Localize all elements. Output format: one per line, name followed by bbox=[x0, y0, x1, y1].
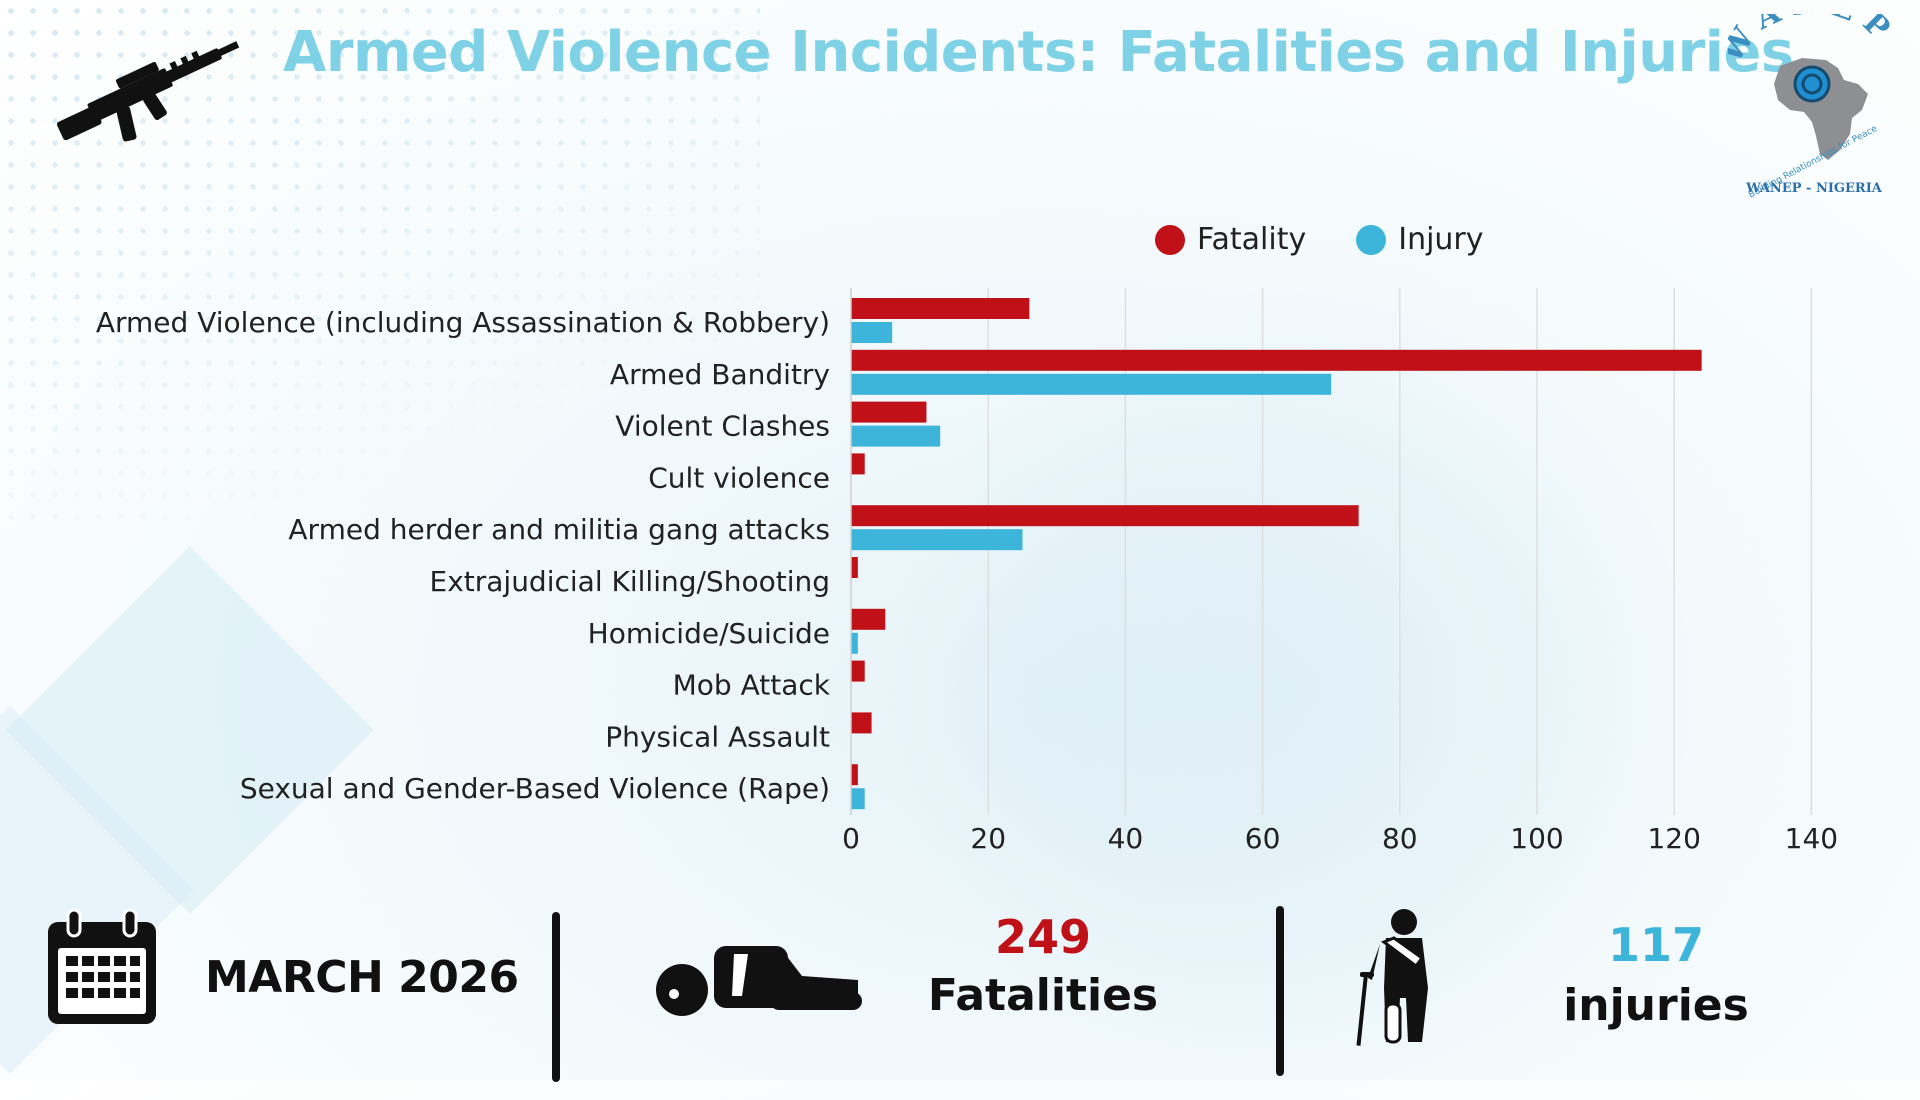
injured-person-icon bbox=[1356, 909, 1428, 1046]
fatality-bar bbox=[851, 557, 858, 578]
x-tick-label: 140 bbox=[1785, 822, 1838, 855]
fatality-bar bbox=[851, 660, 865, 682]
category-label: Physical Assault bbox=[605, 720, 830, 753]
x-tick-label: 120 bbox=[1647, 822, 1700, 855]
fatality-bar bbox=[851, 764, 858, 786]
bar-chart: 0 20 40 60 80 100 120 140 Armed Violence (includ… bbox=[96, 288, 1838, 855]
injury-bar bbox=[851, 373, 1332, 395]
category-label: Mob Attack bbox=[673, 669, 831, 702]
category-label: Armed Banditry bbox=[610, 358, 830, 391]
page-title: Armed Violence Incidents: Fatalities and… bbox=[283, 20, 1794, 85]
category-label: Extrajudicial Killing/Shooting bbox=[430, 565, 831, 598]
legend-swatch-injury bbox=[1356, 224, 1387, 255]
fatalities-count: 249 bbox=[994, 910, 1092, 964]
background-swirl bbox=[880, 280, 1700, 1100]
rifle-icon bbox=[56, 41, 240, 142]
x-tick-label: 40 bbox=[1108, 822, 1144, 855]
legend-label-fatality: Fatality bbox=[1197, 222, 1307, 257]
injuries-label: injuries bbox=[1563, 980, 1749, 1031]
legend-swatch-fatality bbox=[1155, 224, 1185, 255]
footer-divider bbox=[552, 912, 560, 1082]
category-label: Armed herder and militia gang attacks bbox=[288, 513, 830, 546]
footer-divider bbox=[1276, 906, 1284, 1076]
injuries-count: 117 bbox=[1607, 918, 1705, 972]
fatalities-label: Fatalities bbox=[927, 970, 1159, 1021]
category-label: Sexual and Gender-Based Violence (Rape) bbox=[240, 772, 830, 805]
logo-caption: WANEP - NIGERIA bbox=[1745, 181, 1883, 196]
fatality-bar bbox=[851, 453, 865, 475]
injury-bar bbox=[851, 529, 1023, 551]
x-tick-label: 20 bbox=[970, 822, 1006, 855]
x-tick-label: 60 bbox=[1245, 822, 1281, 855]
fatality-bar bbox=[851, 608, 886, 630]
fatality-bar bbox=[851, 712, 872, 734]
injuries-summary: 117 injuries bbox=[1540, 918, 1772, 1031]
fatality-bar bbox=[851, 349, 1702, 371]
legend-item-injury: Injury bbox=[1356, 222, 1484, 257]
legend-item-fatality: Fatality bbox=[1155, 222, 1306, 257]
chart-legend: Fatality Injury bbox=[1155, 222, 1484, 257]
globe-emblem-icon bbox=[1793, 65, 1831, 103]
x-tick-label: 80 bbox=[1382, 822, 1418, 855]
calendar-icon bbox=[48, 908, 156, 1024]
category-label: Homicide/Suicide bbox=[588, 617, 830, 650]
report-month: MARCH 2026 bbox=[205, 952, 519, 1003]
category-label: Violent Clashes bbox=[615, 410, 830, 443]
fatality-bar bbox=[851, 505, 1359, 527]
category-label: Armed Violence (including Assassination … bbox=[96, 306, 830, 339]
category-label: Cult violence bbox=[648, 461, 830, 494]
injury-bar bbox=[851, 322, 893, 343]
injury-bar bbox=[851, 788, 865, 810]
fallen-person-icon bbox=[656, 946, 862, 1016]
fatalities-summary: 249 Fatalities bbox=[900, 910, 1186, 1021]
x-tick-label: 0 bbox=[842, 822, 860, 855]
legend-label-injury: Injury bbox=[1398, 222, 1484, 257]
fatality-bar bbox=[851, 298, 1030, 319]
wanep-logo: WANEP Building Relationships for Peace W… bbox=[1728, 14, 1894, 200]
x-tick-label: 100 bbox=[1510, 822, 1563, 855]
fatality-bar bbox=[851, 401, 927, 423]
injury-bar bbox=[851, 425, 941, 447]
injury-bar bbox=[851, 632, 858, 654]
